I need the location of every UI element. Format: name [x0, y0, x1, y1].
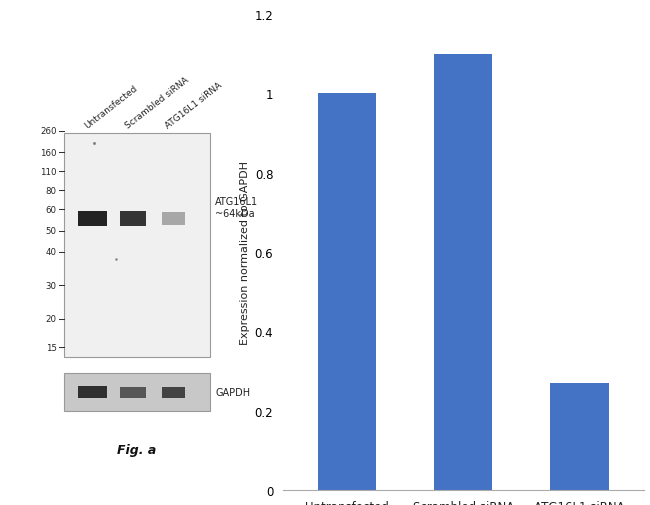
Bar: [64, 374, 210, 412]
Y-axis label: Expression normalized to GAPDH: Expression normalized to GAPDH: [240, 161, 250, 344]
Text: Fig. a: Fig. a: [118, 443, 157, 456]
Text: 50: 50: [46, 227, 57, 236]
Bar: [64, 134, 210, 357]
Bar: [551, 383, 608, 490]
Text: 20: 20: [46, 315, 57, 323]
Text: GAPDH: GAPDH: [215, 387, 250, 397]
Bar: [162, 213, 185, 226]
Text: 30: 30: [46, 281, 57, 290]
Text: Scrambled siRNA: Scrambled siRNA: [124, 75, 190, 130]
Text: 40: 40: [46, 248, 57, 257]
Bar: [318, 94, 376, 490]
Bar: [162, 387, 185, 398]
Bar: [78, 386, 107, 399]
Text: 80: 80: [46, 186, 57, 195]
Bar: [434, 55, 492, 490]
Text: 160: 160: [40, 148, 57, 157]
Text: 110: 110: [40, 167, 57, 176]
Text: ATG16L1
~64kDa: ATG16L1 ~64kDa: [215, 196, 259, 218]
Text: 260: 260: [40, 127, 57, 136]
Bar: [78, 212, 107, 227]
Text: ATG16L1 siRNA: ATG16L1 siRNA: [164, 80, 224, 130]
Bar: [120, 212, 146, 227]
Text: Untransfected: Untransfected: [83, 83, 140, 130]
Text: 15: 15: [46, 343, 57, 352]
Text: 60: 60: [46, 206, 57, 214]
Bar: [120, 387, 146, 398]
